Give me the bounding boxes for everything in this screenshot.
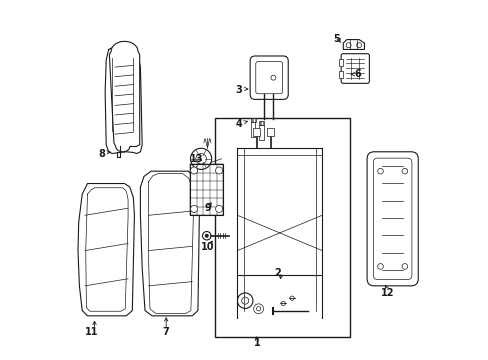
- Circle shape: [215, 206, 222, 212]
- Polygon shape: [109, 41, 140, 152]
- Bar: [267, 128, 274, 136]
- Text: 7: 7: [163, 327, 169, 337]
- Bar: [253, 128, 260, 136]
- Text: 4: 4: [235, 118, 242, 129]
- Text: 13: 13: [190, 154, 203, 164]
- Bar: [338, 71, 343, 78]
- Circle shape: [190, 167, 197, 174]
- Bar: [259, 121, 264, 125]
- Circle shape: [215, 167, 222, 174]
- Text: 1: 1: [253, 338, 260, 348]
- FancyBboxPatch shape: [341, 54, 368, 83]
- Bar: [259, 125, 263, 140]
- Text: 6: 6: [353, 69, 360, 79]
- Circle shape: [190, 206, 197, 212]
- Bar: [189, 164, 223, 215]
- Polygon shape: [140, 171, 199, 316]
- Text: 10: 10: [200, 242, 214, 252]
- Bar: [214, 118, 349, 337]
- Text: 11: 11: [85, 327, 99, 337]
- Text: 3: 3: [235, 85, 242, 95]
- Polygon shape: [343, 40, 364, 49]
- Text: 8: 8: [98, 149, 105, 158]
- Text: 12: 12: [380, 288, 393, 298]
- Polygon shape: [78, 184, 134, 316]
- Bar: [250, 118, 255, 122]
- Text: 9: 9: [203, 203, 210, 213]
- FancyBboxPatch shape: [373, 158, 411, 279]
- Text: 2: 2: [274, 269, 281, 279]
- FancyBboxPatch shape: [250, 56, 287, 99]
- Text: 5: 5: [332, 34, 339, 44]
- Circle shape: [204, 234, 208, 238]
- Bar: [251, 122, 255, 136]
- FancyBboxPatch shape: [255, 62, 282, 94]
- Bar: [338, 59, 343, 66]
- FancyBboxPatch shape: [366, 152, 417, 286]
